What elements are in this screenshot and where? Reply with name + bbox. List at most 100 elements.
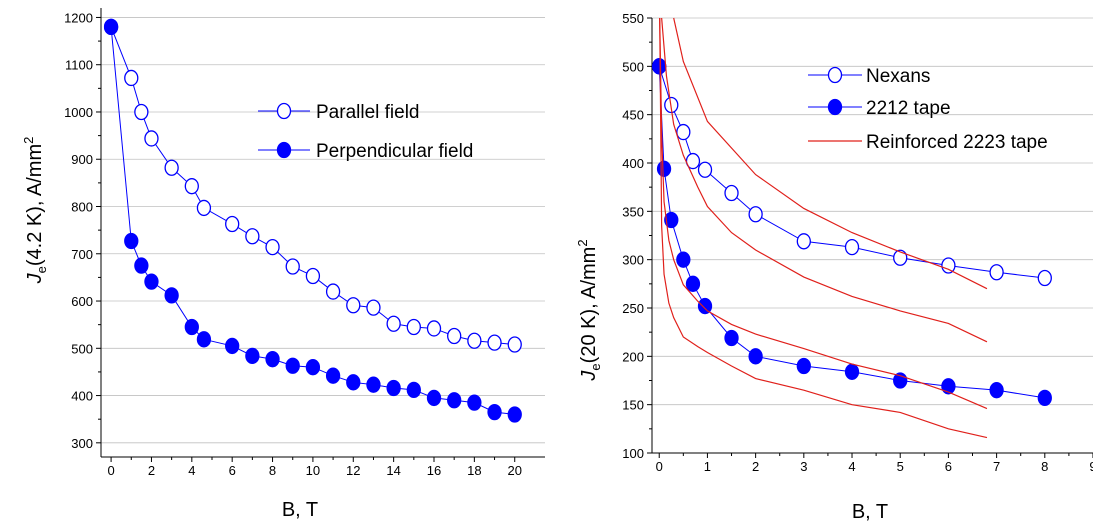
series-perpendicular-field-point <box>103 18 119 36</box>
series-perpendicular-field-point <box>386 379 401 397</box>
left-series <box>103 18 522 423</box>
series-nexans-point <box>697 161 713 178</box>
left-legend: Parallel field Perpendicular field <box>258 102 473 162</box>
series-nexans-point <box>989 264 1004 281</box>
series-2212-tape-point <box>656 160 672 177</box>
series-parallel-field-point <box>144 130 159 147</box>
series-parallel-field-point <box>447 327 462 345</box>
legend-label-2212: 2212 tape <box>866 98 951 119</box>
right-x-tick-label: 3 <box>800 459 807 474</box>
series-nexans-point <box>941 257 956 274</box>
series-2212-tape-point <box>676 251 691 268</box>
series-nexans-point <box>724 184 739 202</box>
right-y-tick-label: 500 <box>622 59 644 74</box>
series-parallel-field-point <box>346 297 361 314</box>
right-y-axis-title: Je(20 K), A/mm2 <box>575 239 603 381</box>
right-x-tick-label: 8 <box>1041 459 1048 474</box>
series-reinforced-2223-tape-curve <box>659 17 988 410</box>
series-parallel-field-point <box>507 336 522 353</box>
series-perpendicular-field-point <box>346 374 361 391</box>
left-grid <box>101 17 545 444</box>
left-y-title-sub: e <box>34 266 49 273</box>
series-perpendicular-field-point <box>245 347 260 365</box>
left-x-tick-label: 18 <box>467 463 481 478</box>
series-parallel-field-point <box>225 215 240 233</box>
series-perpendicular-field-point <box>225 337 240 355</box>
series-2212-tape-point <box>652 58 667 75</box>
right-x-tick-label: 1 <box>704 459 711 474</box>
right-x-axis-title: B, T <box>852 501 888 523</box>
right-x-tick-label: 7 <box>993 459 1000 474</box>
legend-marker-parallel <box>276 102 292 120</box>
left-x-tick-label: 16 <box>427 463 441 478</box>
left-y-title-main: J <box>24 272 46 284</box>
left-y-axis-title: Je(4.2 K), A/mm2 <box>21 137 49 285</box>
left-y-tick-label: 1200 <box>64 10 93 25</box>
series-nexans-point <box>1037 269 1052 287</box>
series-reinforced-2223-tape-curve <box>659 17 988 439</box>
series-perpendicular-field-point <box>366 376 381 393</box>
series-2212-tape-point <box>796 357 811 375</box>
right-series <box>652 17 1052 439</box>
left-x-tick-label: 20 <box>507 463 521 478</box>
left-x-axis-title: B, T <box>282 499 318 521</box>
right-x-tick-label: 5 <box>897 459 904 474</box>
series-perpendicular-field-point <box>426 389 442 407</box>
left-y-tick-label: 900 <box>71 152 93 167</box>
left-y-tick-label: 1000 <box>64 105 93 120</box>
series-parallel-field-point <box>184 178 199 195</box>
legend-marker-perpendicular <box>276 141 292 159</box>
series-parallel-field-point <box>426 320 442 337</box>
series-nexans-point <box>676 123 691 141</box>
left-y-title-sup: 2 <box>21 137 36 144</box>
series-parallel-field-point <box>124 69 139 87</box>
right-x-tick-label: 6 <box>945 459 952 474</box>
right-x-tick-label: 9 <box>1089 459 1093 474</box>
right-y-tick-label: 200 <box>622 349 644 364</box>
series-parallel-field-point <box>406 318 421 336</box>
series-parallel-field-point <box>265 239 280 256</box>
series-perpendicular-field-point <box>487 403 502 421</box>
series-parallel-field-point <box>134 103 149 121</box>
left-y-tick-label: 500 <box>71 341 93 356</box>
left-y-tick-label: 600 <box>71 294 93 309</box>
left-y-title-rest: (4.2 K), A/mm <box>24 144 46 266</box>
right-y-tick-label: 150 <box>622 398 644 413</box>
series-reinforced-2223-tape-curve <box>673 17 988 290</box>
right-y-tick-label: 450 <box>622 108 644 123</box>
series-2212-tape-point <box>1037 389 1052 407</box>
series-perpendicular-field-point <box>406 381 421 399</box>
series-parallel-field-point <box>366 299 381 316</box>
series-perpendicular-field-point <box>265 351 280 368</box>
series-perpendicular-field-point <box>305 359 321 376</box>
left-y-tick-label: 300 <box>71 436 93 451</box>
series-parallel-field-point <box>164 159 179 176</box>
series-perpendicular-field-point <box>144 273 159 290</box>
right-y-tick-label: 250 <box>622 301 644 316</box>
series-2212-tape-point <box>748 348 763 365</box>
left-axes: 300 400 500 600 700 800 900 1000 1100 1200 0 2 4 6 8 10… <box>64 8 545 478</box>
series-parallel-field-line <box>110 26 515 346</box>
series-perpendicular-field-point <box>467 394 482 411</box>
series-nexans-point <box>796 233 811 250</box>
series-parallel-field-point <box>285 258 300 275</box>
right-y-tick-label: 350 <box>622 204 644 219</box>
left-chart: 300 400 500 600 700 800 900 1000 1100 1200 0 2 4 6 8 10… <box>21 8 545 521</box>
right-x-tick-label: 4 <box>848 459 855 474</box>
left-x-tick-label: 10 <box>306 463 320 478</box>
right-y-title-sub: e <box>588 363 603 370</box>
series-parallel-field-point <box>325 283 341 300</box>
right-y-tick-label: 400 <box>622 156 644 171</box>
right-legend: Nexans 2212 tape Reinforced 2223 tape <box>808 66 1048 153</box>
right-chart: 100 150 200 250 300 350 400 450 500 550 0 1 2 3 4 5 6 7 8 9… <box>575 11 1093 523</box>
series-perpendicular-field-point <box>507 406 522 423</box>
legend-marker-2212 <box>827 98 843 116</box>
series-2212-tape-point <box>664 211 679 229</box>
left-x-tick-label: 8 <box>269 463 276 478</box>
right-y-tick-label: 550 <box>622 11 644 26</box>
legend-label-perpendicular: Perpendicular field <box>316 141 473 162</box>
series-nexans-point <box>893 249 908 266</box>
series-perpendicular-field-point <box>285 357 300 374</box>
right-y-title-sup: 2 <box>575 239 590 246</box>
